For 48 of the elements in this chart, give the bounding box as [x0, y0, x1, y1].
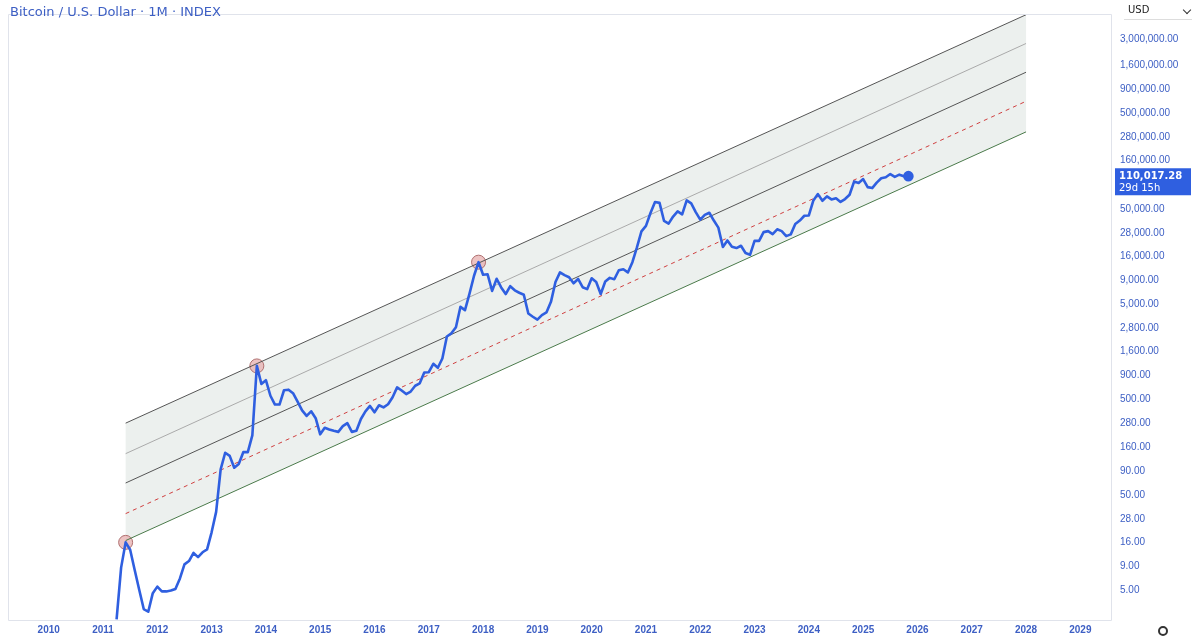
y-tick-label: 280.00	[1120, 417, 1152, 429]
x-tick-label: 2012	[146, 623, 169, 635]
x-tick-label: 2010	[37, 623, 61, 635]
y-tick-label: 9.00	[1120, 559, 1140, 571]
y-tick-label: 5.00	[1120, 584, 1140, 596]
x-tick-label: 2014	[254, 623, 278, 635]
y-tick-label: 1,600,000.00	[1120, 58, 1179, 70]
y-tick-label: 50.00	[1120, 488, 1146, 500]
y-tick-label: 5,000.00	[1120, 298, 1160, 310]
y-tick-label: 900,000.00	[1120, 82, 1171, 94]
x-tick-label: 2026	[906, 623, 929, 635]
x-tick-label: 2018	[471, 623, 495, 635]
y-tick-label: 900.00	[1120, 369, 1152, 381]
y-tick-label: 50,000.00	[1120, 202, 1165, 214]
x-tick-label: 2028	[1014, 623, 1038, 635]
y-tick-label: 16,000.00	[1120, 249, 1165, 261]
chart-title: Bitcoin / U.S. Dollar · 1M · INDEX	[10, 4, 221, 19]
x-tick-label: 2019	[526, 623, 549, 635]
y-tick-label: 160.00	[1120, 440, 1152, 452]
y-tick-label: 3,000,000.00	[1120, 32, 1179, 44]
x-tick-label: 2025	[852, 623, 875, 635]
text: USD	[1128, 4, 1150, 15]
x-tick-label: 2011	[92, 623, 115, 635]
y-tick-label: 2,800.00	[1120, 322, 1160, 334]
text: 29d 15h	[1119, 181, 1161, 193]
y-tick-label: 28.00	[1120, 512, 1146, 524]
x-tick-label: 2017	[417, 623, 441, 635]
x-tick-label: 2021	[634, 623, 658, 635]
point	[903, 170, 914, 182]
x-tick-label: 2023	[743, 623, 767, 635]
x-tick-label: 2020	[580, 623, 604, 635]
x-tick-label: 2015	[309, 623, 332, 635]
y-tick-label: 500.00	[1120, 393, 1152, 405]
y-tick-label: 9,000.00	[1120, 273, 1160, 285]
x-tick-label: 2029	[1069, 623, 1092, 635]
y-tick-label: 1,600.00	[1120, 345, 1160, 357]
y-tick-label: 16.00	[1120, 536, 1146, 548]
y-tick-label: 500,000.00	[1120, 107, 1171, 119]
x-tick-label: 2024	[797, 623, 821, 635]
x-tick-label: 2013	[200, 623, 224, 635]
x-tick-label: 2027	[960, 623, 984, 635]
text: 110,017.28	[1119, 169, 1183, 181]
x-tick-label: 2016	[363, 623, 387, 635]
y-tick-label: 28,000.00	[1120, 226, 1165, 238]
y-tick-label: 90.00	[1120, 464, 1146, 476]
y-tick-label: 280,000.00	[1120, 131, 1171, 143]
x-tick-label: 2022	[689, 623, 712, 635]
y-tick-label: 160,000.00	[1120, 154, 1171, 166]
